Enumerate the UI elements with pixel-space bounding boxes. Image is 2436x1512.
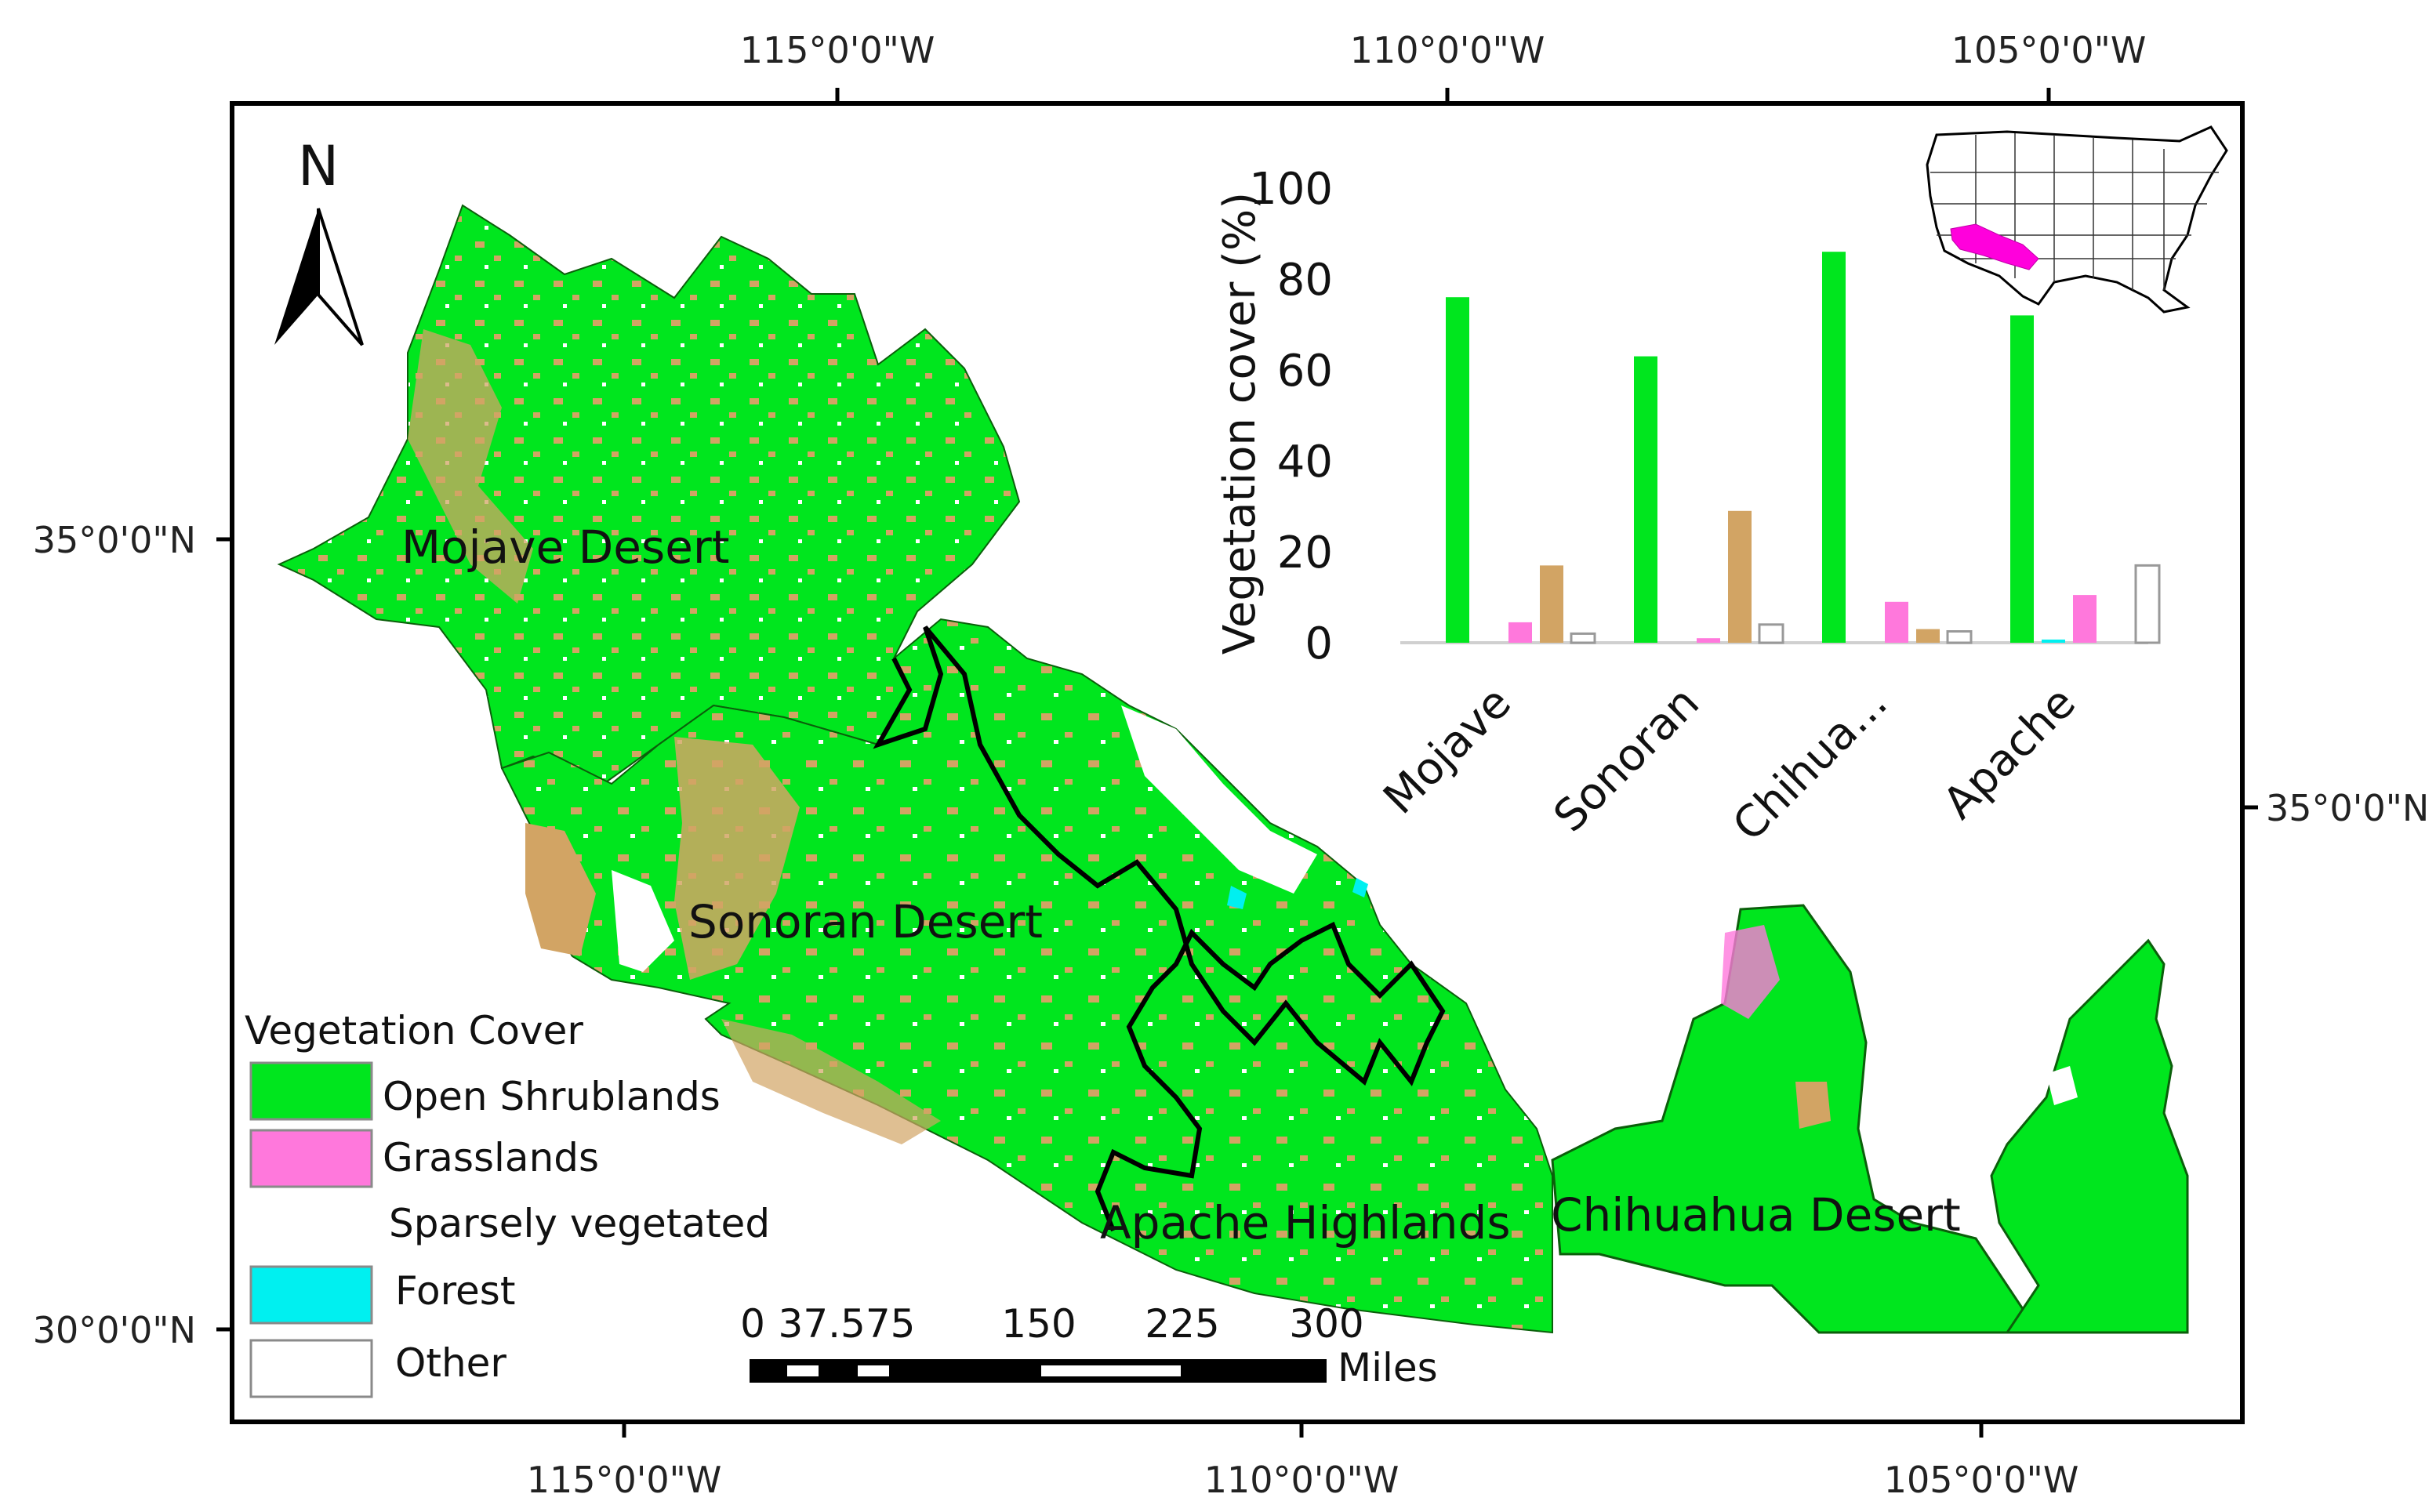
- chihuahua-region: [1551, 904, 2041, 1334]
- coord-labels: 115°0'0"W 110°0'0"W 105°0'0"W 115°0'0"W …: [33, 29, 2430, 1501]
- label-apache: Apache Highlands: [1100, 1196, 1511, 1249]
- legend-title: Vegetation Cover: [245, 1008, 583, 1053]
- chart-y-tick-label: 60: [1277, 346, 1333, 397]
- ecoregion-map: [277, 204, 2189, 1334]
- coord-top-105w: 105°0'0"W: [1951, 29, 2147, 71]
- scale-label-0: 0: [740, 1301, 765, 1347]
- chart-bars: [1446, 252, 2161, 644]
- coord-top-110w: 110°0'0"W: [1350, 29, 1545, 71]
- chart-bar: [2010, 315, 2034, 643]
- chart-bar: [1822, 252, 1846, 643]
- scale-bar-segment: [858, 1365, 889, 1376]
- legend: Vegetation Cover Open Shrublands Grassla…: [245, 1008, 770, 1398]
- region-labels: Mojave Desert Sonoran Desert Apache High…: [401, 520, 1961, 1249]
- chart-y-tick-label: 100: [1249, 164, 1333, 215]
- legend-label-grasslands: Grasslands: [383, 1135, 599, 1180]
- chart-y-tick-label: 20: [1277, 528, 1333, 578]
- north-arrow-label: N: [298, 134, 339, 198]
- apache-east-region: [1990, 938, 2189, 1334]
- scale-label-37: 37.575: [779, 1301, 916, 1347]
- legend-label-forest: Forest: [395, 1268, 515, 1314]
- coord-right-35n: 35°0'0"N: [2266, 787, 2429, 829]
- chart-bar: [1540, 565, 1563, 643]
- scale-unit: Miles: [1338, 1345, 1438, 1391]
- scale-bar-body: [750, 1359, 1327, 1383]
- sonoran-barren-patch-3: [721, 1019, 941, 1144]
- label-sonoran: Sonoran Desert: [688, 895, 1043, 948]
- scale-label-150: 150: [1001, 1301, 1076, 1347]
- chart-bar: [1697, 638, 1720, 643]
- us-inset-map: [1926, 125, 2228, 314]
- chart-bar: [1916, 629, 1940, 643]
- chihuahua-grass-patch: [1721, 925, 1780, 1019]
- chart-category-label: Chihua...: [1723, 677, 1897, 851]
- legend-swatch-grasslands: [249, 1129, 373, 1188]
- coord-bottom-110w: 110°0'0"W: [1204, 1459, 1400, 1501]
- sonoran-barren-patch: [525, 823, 596, 956]
- chart-bar: [1508, 622, 1532, 643]
- sonoran-barren-patch-2: [674, 737, 800, 980]
- legend-label-open-shrublands: Open Shrublands: [383, 1074, 721, 1119]
- scale-bar: 0 37.575 150 225 300 Miles: [740, 1301, 1438, 1391]
- chart-bar: [2134, 564, 2161, 644]
- chart-bar: [1634, 356, 1657, 643]
- scale-bar-segment: [787, 1365, 819, 1376]
- coord-bottom-115w: 115°0'0"W: [527, 1459, 722, 1501]
- chihuahua-barren-patch: [1795, 1082, 1831, 1129]
- label-chihuahua: Chihuahua Desert: [1551, 1188, 1961, 1242]
- chart-bar: [2042, 639, 2065, 643]
- legend-swatch-open-shrublands: [249, 1061, 373, 1121]
- chart-bar: [1570, 632, 1596, 644]
- north-arrow: N: [274, 134, 364, 346]
- chart-y-tick-label: 80: [1277, 255, 1333, 306]
- chart-category-label: Apache: [1933, 677, 2086, 829]
- chart-y-tick-label: 40: [1277, 437, 1333, 488]
- north-arrow-right-half: [317, 208, 364, 346]
- chart-bar: [1758, 623, 1784, 644]
- chart-categories: Mojave Sonoran Chihua... Apache: [1374, 677, 2085, 851]
- chart-y-tick-label: 0: [1305, 618, 1333, 669]
- apache-east-white: [2046, 1066, 2078, 1105]
- scale-label-300: 300: [1289, 1301, 1363, 1347]
- chart-bar: [1946, 630, 1973, 644]
- coord-left-30n: 30°0'0"N: [33, 1309, 196, 1351]
- scale-label-225: 225: [1145, 1301, 1219, 1347]
- cyan-patch-2: [1352, 878, 1368, 897]
- mojave-barren-patch: [408, 329, 533, 604]
- chart-ylabel: Vegetation cover (%): [1214, 192, 1265, 654]
- label-mojave: Mojave Desert: [401, 520, 729, 574]
- chart-bar: [1885, 601, 1908, 643]
- chart-category-label: Sonoran: [1545, 677, 1709, 842]
- chart-y-ticks: 0 20 40 60 80 100: [1249, 164, 1333, 669]
- us-inset-grid: [1930, 133, 2219, 290]
- white-patch-east: [1121, 705, 1317, 894]
- north-arrow-left-half: [274, 208, 318, 345]
- coordinate-ticks: [216, 88, 2258, 1438]
- legend-label-other: Other: [395, 1340, 506, 1386]
- us-inset-highlight: [1950, 223, 2039, 270]
- map-frame: [230, 101, 2245, 1424]
- apache-boundary: [873, 625, 1446, 1232]
- chart-bar: [1728, 510, 1752, 643]
- coord-top-115w: 115°0'0"W: [740, 29, 935, 71]
- chart-category-label: Mojave: [1374, 677, 1520, 824]
- legend-label-sparsely-vegetated: Sparsely vegetated: [389, 1201, 770, 1246]
- coord-left-35n: 35°0'0"N: [33, 519, 196, 561]
- cyan-patch: [1227, 886, 1247, 909]
- legend-swatch-forest: [249, 1265, 373, 1325]
- legend-swatch-other: [249, 1339, 373, 1398]
- sonoran-white-patch: [612, 870, 674, 972]
- scale-bar-segment: [1041, 1365, 1181, 1376]
- coord-bottom-105w: 105°0'0"W: [1884, 1459, 2079, 1501]
- chart-bar: [1446, 297, 1469, 643]
- us-inset-outline: [1926, 125, 2228, 314]
- chart-bar: [2073, 595, 2097, 643]
